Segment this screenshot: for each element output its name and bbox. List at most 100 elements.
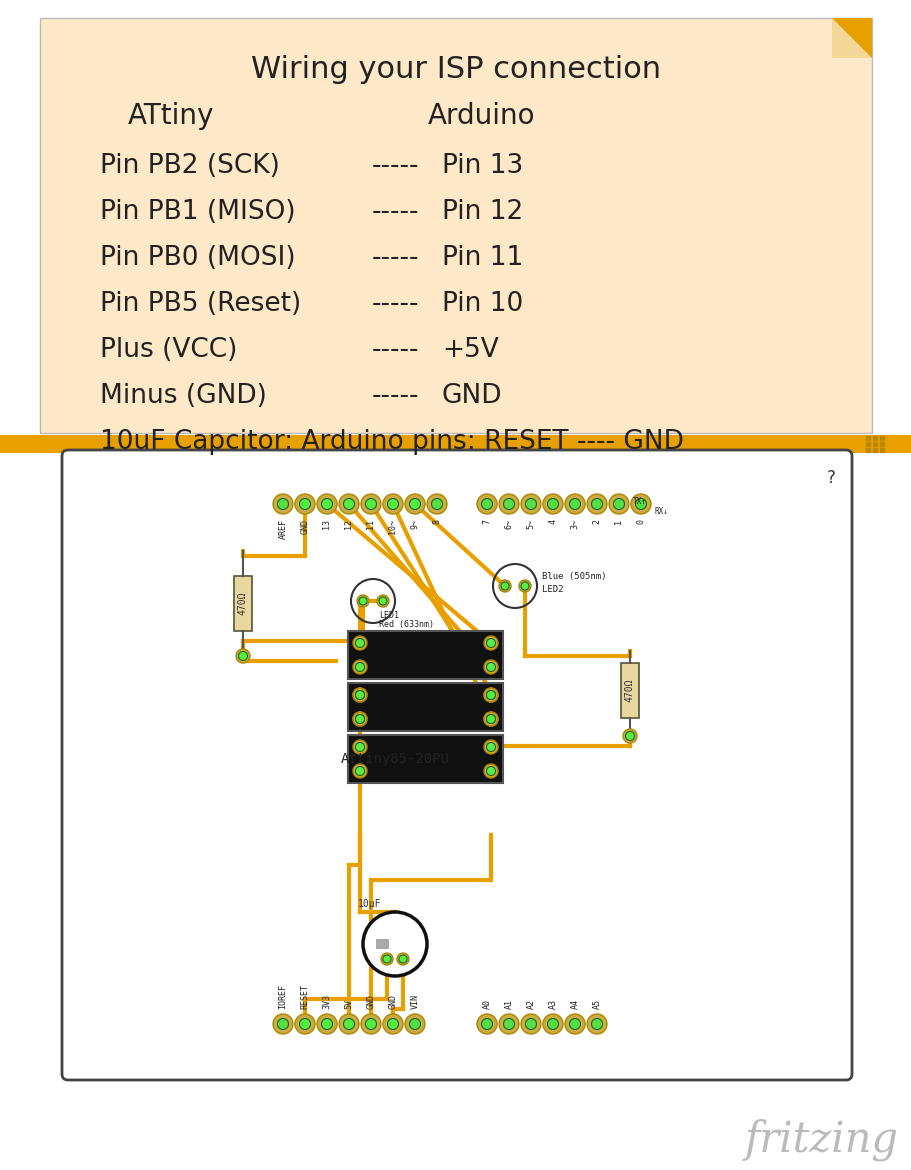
Circle shape <box>355 715 364 723</box>
Circle shape <box>591 1019 602 1030</box>
Circle shape <box>484 660 497 674</box>
Circle shape <box>486 766 495 776</box>
Circle shape <box>498 580 510 592</box>
Circle shape <box>409 498 420 509</box>
Circle shape <box>520 1014 540 1034</box>
Circle shape <box>365 1019 376 1030</box>
Circle shape <box>387 498 398 509</box>
Text: Red (633nm): Red (633nm) <box>379 620 434 629</box>
Circle shape <box>635 498 646 509</box>
Circle shape <box>355 766 364 776</box>
Text: ATtiny: ATtiny <box>128 102 214 130</box>
Text: 0: 0 <box>636 519 645 524</box>
Circle shape <box>486 715 495 723</box>
Text: fritzing: fritzing <box>744 1119 898 1162</box>
Text: -----: ----- <box>372 291 419 317</box>
Circle shape <box>486 690 495 700</box>
Circle shape <box>547 498 558 509</box>
Circle shape <box>484 688 497 702</box>
Circle shape <box>343 498 354 509</box>
Circle shape <box>317 494 337 514</box>
Text: LED1: LED1 <box>379 611 399 619</box>
Circle shape <box>547 1019 558 1030</box>
Text: 10~: 10~ <box>388 519 397 534</box>
Circle shape <box>383 955 391 963</box>
Text: 4: 4 <box>548 519 557 524</box>
Circle shape <box>484 739 497 753</box>
Text: -----: ----- <box>372 199 419 225</box>
Circle shape <box>568 498 580 509</box>
Text: 3~: 3~ <box>570 519 578 529</box>
Text: AREF: AREF <box>278 519 287 539</box>
Text: GND: GND <box>388 994 397 1009</box>
Circle shape <box>361 494 381 514</box>
Text: 5~: 5~ <box>526 519 535 529</box>
Text: Pin 13: Pin 13 <box>442 153 523 179</box>
Bar <box>375 940 388 949</box>
Text: TX↑: TX↑ <box>632 497 646 507</box>
Circle shape <box>587 494 607 514</box>
Circle shape <box>565 1014 584 1034</box>
Text: -----: ----- <box>372 245 419 271</box>
Circle shape <box>359 597 366 605</box>
Circle shape <box>542 494 562 514</box>
Circle shape <box>322 1019 333 1030</box>
Circle shape <box>426 494 446 514</box>
Circle shape <box>484 688 497 702</box>
Text: 12: 12 <box>344 519 353 529</box>
Text: A2: A2 <box>526 999 535 1009</box>
Circle shape <box>396 954 408 965</box>
Circle shape <box>355 743 364 751</box>
Text: 2: 2 <box>592 519 601 524</box>
Circle shape <box>355 690 364 700</box>
Text: GND: GND <box>366 994 375 1009</box>
Circle shape <box>498 1014 518 1034</box>
Text: +5V: +5V <box>442 337 498 363</box>
Circle shape <box>486 743 495 751</box>
Circle shape <box>481 1019 492 1030</box>
Text: Pin PB2 (SCK): Pin PB2 (SCK) <box>100 153 280 179</box>
Circle shape <box>353 713 366 727</box>
Text: Plus (VCC): Plus (VCC) <box>100 337 237 363</box>
Circle shape <box>520 581 528 590</box>
Text: 10μF: 10μF <box>358 899 382 909</box>
FancyBboxPatch shape <box>40 18 871 433</box>
Circle shape <box>299 1019 310 1030</box>
Text: 8: 8 <box>432 519 441 524</box>
Bar <box>620 663 639 718</box>
Circle shape <box>339 1014 359 1034</box>
Text: 10uF Capcitor: Arduino pins: RESET ---- GND: 10uF Capcitor: Arduino pins: RESET ---- … <box>100 429 683 455</box>
Bar <box>348 631 503 679</box>
Circle shape <box>568 1019 580 1030</box>
Circle shape <box>322 498 333 509</box>
Circle shape <box>498 494 518 514</box>
Circle shape <box>355 690 364 700</box>
Circle shape <box>355 662 364 672</box>
Circle shape <box>277 1019 288 1030</box>
Circle shape <box>613 498 624 509</box>
FancyBboxPatch shape <box>62 450 851 1080</box>
Text: Pin 12: Pin 12 <box>442 199 523 225</box>
Text: GND: GND <box>442 383 502 410</box>
Circle shape <box>565 494 584 514</box>
Text: 470Ω: 470Ω <box>238 592 248 615</box>
Circle shape <box>353 739 366 753</box>
Text: Pin 10: Pin 10 <box>442 291 523 317</box>
Circle shape <box>353 636 366 651</box>
Text: 3V3: 3V3 <box>322 994 331 1009</box>
Text: 13: 13 <box>322 519 331 529</box>
Text: -----: ----- <box>372 337 419 363</box>
Circle shape <box>481 498 492 509</box>
Text: 9~: 9~ <box>410 519 419 529</box>
Circle shape <box>299 498 310 509</box>
Circle shape <box>383 494 403 514</box>
Text: A4: A4 <box>570 999 578 1009</box>
Text: Pin PB0 (MOSI): Pin PB0 (MOSI) <box>100 245 295 271</box>
Circle shape <box>476 1014 496 1034</box>
Text: 7: 7 <box>482 519 491 524</box>
Circle shape <box>317 1014 337 1034</box>
Circle shape <box>484 713 497 727</box>
Text: Arduino: Arduino <box>427 102 535 130</box>
Circle shape <box>365 498 376 509</box>
Text: -----: ----- <box>372 383 419 410</box>
